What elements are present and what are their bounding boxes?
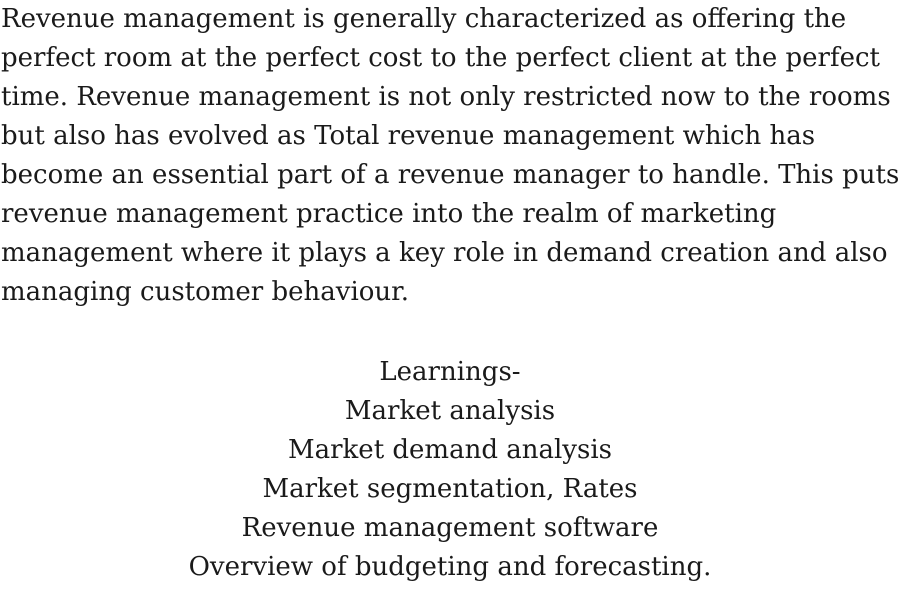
paragraph-line: but also has evolved as Total revenue ma… (1, 121, 816, 151)
paragraph-line: become an essential part of a revenue ma… (1, 160, 900, 190)
learnings-item: Overview of budgeting and forecasting. (188, 552, 712, 582)
paragraph-line: management where it plays a key role in … (1, 238, 888, 268)
paragraph-line: revenue management practice into the rea… (1, 199, 777, 229)
intro-paragraph: Revenue management is generally characte… (1, 4, 900, 307)
paragraph-line: time. Revenue management is not only res… (1, 82, 891, 112)
paragraph-line: perfect room at the perfect cost to the … (1, 43, 880, 73)
paragraph-line: managing customer behaviour. (1, 277, 410, 307)
learnings-item: Revenue management software (241, 513, 659, 543)
learnings-item: Market segmentation, Rates (262, 474, 638, 504)
learnings-item: Market analysis (344, 396, 556, 426)
learnings-item: Market demand analysis (288, 435, 612, 465)
paragraph-line: Revenue management is generally characte… (1, 4, 847, 34)
learnings-heading: Learnings- (379, 357, 521, 387)
learnings-list: Learnings- Market analysis Market demand… (0, 353, 900, 587)
